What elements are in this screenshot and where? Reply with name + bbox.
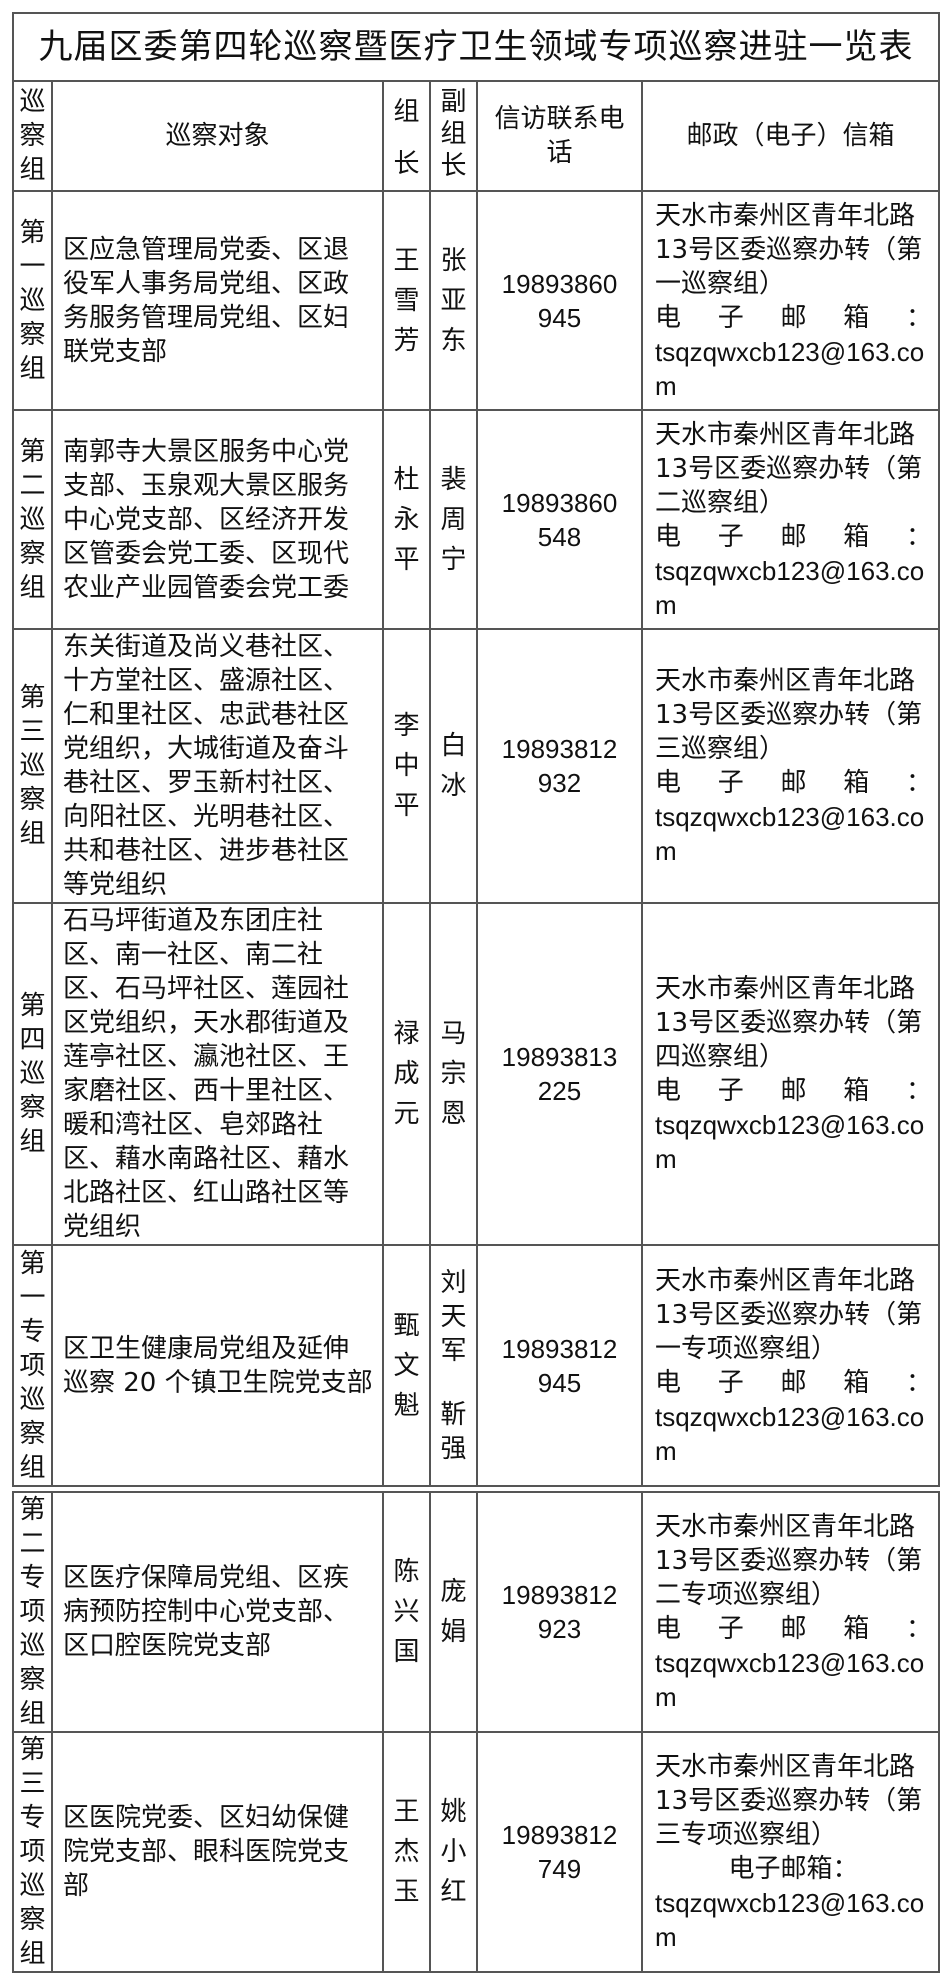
email-label: 电子邮箱：: [655, 521, 933, 552]
email-label: 电子邮箱：: [655, 1076, 933, 1106]
table-row: 第三巡察组 东关街道及尚义巷社区、十方堂社区、盛源社区、仁和里社区、忠武巷社区党…: [12, 628, 941, 904]
phone-number: 19893812923: [501, 1580, 618, 1644]
table-row: 第三专项巡察组 区医院党委、区妇幼保健院党支部、眼科医院党支部 王杰玉 姚小红 …: [12, 1731, 941, 1973]
group-name: 第三巡察组: [19, 683, 46, 849]
inspection-target: 南郭寺大景区服务中心党支部、玉泉观大景区服务中心党支部、区经济开发区管委会党工委…: [51, 409, 384, 630]
phone-number: 19893860945: [501, 268, 618, 333]
email-address[interactable]: tsqzqwxcb123@163.com: [655, 1888, 925, 1952]
email-address[interactable]: tsqzqwxcb123@163.com: [655, 336, 925, 401]
vice-leader: 庞娟: [440, 1577, 467, 1647]
vice-leader: 马宗恩: [440, 1019, 467, 1129]
header-target: 巡察对象: [51, 80, 384, 192]
header-mail: 邮政（电子）信箱: [640, 80, 941, 192]
inspection-target: 石马坪街道及东团庄社区、南一社区、南二社区、石马坪社区、莲园社区党组织，天水郡街…: [51, 902, 384, 1246]
postal-address: 天水市秦州区青年北路13号区委巡察办转（第二巡察组）: [655, 419, 923, 518]
mail-cell: 天水市秦州区青年北路13号区委巡察办转（第二专项巡察组） 电子邮箱： tsqzq…: [640, 1491, 941, 1733]
vice-leader: 张亚东: [440, 245, 467, 356]
group-leader: 杜永平: [393, 464, 420, 575]
postal-address: 天水市秦州区青年北路13号区委巡察办转（第二专项巡察组）: [655, 1512, 923, 1610]
header-group: 巡察组: [19, 87, 46, 185]
group-leader: 陈兴国: [393, 1557, 420, 1667]
mail-cell: 天水市秦州区青年北路13号区委巡察办转（第三专项巡察组） 电子邮箱： tsqzq…: [640, 1731, 941, 1973]
header-leader: 组长: [393, 97, 420, 179]
mail-cell: 天水市秦州区青年北路13号区委巡察办转（第一专项巡察组） 电子邮箱： tsqzq…: [640, 1244, 941, 1487]
phone-number: 19893812749: [501, 1820, 618, 1884]
vice-leader: 姚小红: [440, 1797, 467, 1907]
email-address[interactable]: tsqzqwxcb123@163.com: [655, 802, 925, 866]
postal-address: 天水市秦州区青年北路13号区委巡察办转（第三专项巡察组）: [655, 1752, 923, 1850]
group-name: 第二专项巡察组: [19, 1495, 46, 1729]
inspection-target: 东关街道及尚义巷社区、十方堂社区、盛源社区、仁和里社区、忠武巷社区党组织，大城街…: [51, 628, 384, 904]
mail-cell: 天水市秦州区青年北路13号区委巡察办转（第四巡察组） 电子邮箱： tsqzqwx…: [640, 902, 941, 1246]
email-label: 电子邮箱：: [655, 1614, 933, 1644]
group-name: 第二巡察组: [19, 436, 46, 603]
group-name: 第一专项巡察组: [19, 1248, 46, 1483]
postal-address: 天水市秦州区青年北路13号区委巡察办转（第三巡察组）: [655, 666, 923, 764]
group-name: 第三专项巡察组: [19, 1735, 46, 1969]
phone-number: 19893860548: [501, 487, 618, 552]
header-row: 巡察组 巡察对象 组长 副组长 信访联系电话 邮政（电子）信箱: [12, 80, 941, 192]
page-title: 九届区委第四轮巡察暨医疗卫生领域专项巡察进驻一览表: [11, 12, 941, 82]
email-label: 电子邮箱：: [655, 302, 933, 333]
email-label: 电子邮箱：: [655, 1367, 933, 1398]
group-name: 第四巡察组: [19, 991, 46, 1157]
group-leader: 李中平: [393, 711, 420, 821]
table-row: 第四巡察组 石马坪街道及东团庄社区、南一社区、南二社区、石马坪社区、莲园社区党组…: [12, 902, 941, 1246]
row-gap: [13, 1485, 940, 1493]
postal-address: 天水市秦州区青年北路13号区委巡察办转（第一专项巡察组）: [655, 1265, 923, 1364]
vice-leader: 刘天军: [440, 1267, 467, 1366]
inspection-target: 区医疗保障局党组、区疾病预防控制中心党支部、区口腔医院党支部: [51, 1491, 384, 1733]
postal-address: 天水市秦州区青年北路13号区委巡察办转（第四巡察组）: [655, 974, 923, 1072]
email-address[interactable]: tsqzqwxcb123@163.com: [655, 555, 925, 620]
group-leader: 王杰玉: [393, 1797, 420, 1907]
header-phone: 信访联系电话: [494, 104, 625, 168]
vice-leader-2: 靳强: [440, 1399, 467, 1464]
email-address[interactable]: tsqzqwxcb123@163.com: [655, 1648, 925, 1712]
phone-number: 19893813225: [501, 1042, 618, 1106]
email-address[interactable]: tsqzqwxcb123@163.com: [655, 1110, 925, 1174]
inspection-target: 区应急管理局党委、区退役军人事务局党组、区政务服务管理局党组、区妇联党支部: [51, 190, 384, 411]
phone-number: 19893812932: [501, 734, 618, 798]
group-leader: 禄成元: [393, 1019, 420, 1129]
email-address[interactable]: tsqzqwxcb123@163.com: [655, 1401, 925, 1466]
mail-cell: 天水市秦州区青年北路13号区委巡察办转（第二巡察组） 电子邮箱： tsqzqwx…: [640, 409, 941, 630]
table-row: 第一巡察组 区应急管理局党委、区退役军人事务局党组、区政务服务管理局党组、区妇联…: [12, 190, 941, 411]
inspection-target: 区医院党委、区妇幼保健院党支部、眼科医院党支部: [51, 1731, 384, 1973]
table-row: 第二巡察组 南郭寺大景区服务中心党支部、玉泉观大景区服务中心党支部、区经济开发区…: [12, 409, 941, 630]
email-label: 电子邮箱：: [728, 1854, 859, 1884]
header-vice: 副组长: [440, 87, 467, 181]
phone-number: 19893812945: [501, 1333, 618, 1398]
table-row: 第一专项巡察组 区卫生健康局党组及延伸巡察 20 个镇卫生院党支部 甄文魁 刘天…: [12, 1244, 941, 1487]
table-row: 第二专项巡察组 区医疗保障局党组、区疾病预防控制中心党支部、区口腔医院党支部 陈…: [12, 1491, 941, 1733]
vice-leader: 裴周宁: [440, 464, 467, 575]
group-leader: 王雪芳: [393, 245, 420, 356]
inspection-target: 区卫生健康局党组及延伸巡察 20 个镇卫生院党支部: [51, 1244, 384, 1487]
group-leader: 甄文魁: [393, 1310, 420, 1421]
mail-cell: 天水市秦州区青年北路13号区委巡察办转（第一巡察组） 电子邮箱： tsqzqwx…: [640, 190, 941, 411]
email-label: 电子邮箱：: [655, 768, 933, 798]
vice-leader: 白冰: [440, 731, 467, 801]
mail-cell: 天水市秦州区青年北路13号区委巡察办转（第三巡察组） 电子邮箱： tsqzqwx…: [640, 628, 941, 904]
group-name: 第一巡察组: [19, 217, 46, 384]
postal-address: 天水市秦州区青年北路13号区委巡察办转（第一巡察组）: [655, 200, 923, 299]
inspection-table: 九届区委第四轮巡察暨医疗卫生领域专项巡察进驻一览表 巡察组 巡察对象 组长 副组…: [11, 12, 941, 1973]
